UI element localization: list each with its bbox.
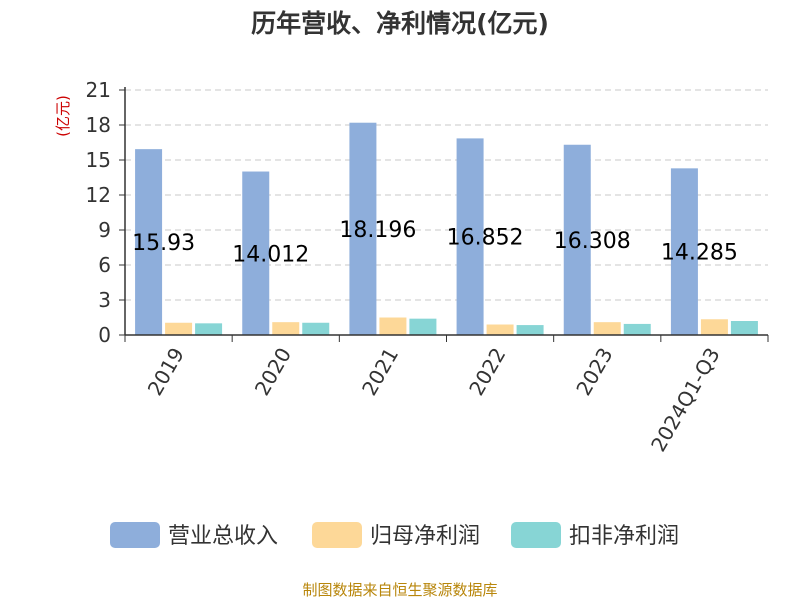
y-tick-label: 3 xyxy=(98,288,111,312)
bar-0-0 xyxy=(135,149,163,335)
x-tick-label: 2022 xyxy=(464,344,510,400)
bar-2-5 xyxy=(730,321,758,335)
bar-1-2 xyxy=(379,317,407,335)
grid-lines xyxy=(125,89,768,301)
bar-2-1 xyxy=(302,322,330,335)
x-tick-label: 2019 xyxy=(143,344,189,400)
legend-swatch xyxy=(312,522,362,548)
source-note: 制图数据来自恒生聚源数据库 xyxy=(302,581,497,599)
x-tick-label: 2021 xyxy=(357,344,403,400)
data-labels: 15.93 14.012 18.196 16.852 16.308 14.285 xyxy=(132,218,738,267)
y-tick-label: 12 xyxy=(86,183,111,207)
bar-1-3 xyxy=(486,324,514,335)
bar-0-3 xyxy=(456,138,484,335)
data-label: 16.852 xyxy=(447,226,524,251)
legend-label: 营业总收入 xyxy=(168,524,278,549)
data-label: 14.285 xyxy=(661,241,738,266)
bar-0-1 xyxy=(242,171,270,335)
bar-0-2 xyxy=(349,122,377,335)
y-tick-label: 6 xyxy=(98,253,111,277)
bar-1-1 xyxy=(272,322,300,335)
bar-0-4 xyxy=(563,144,591,335)
bar-2-2 xyxy=(409,318,437,335)
legend-swatch xyxy=(110,522,160,548)
bars xyxy=(135,122,758,335)
chart-title: 历年营收、净利情况(亿元) xyxy=(251,9,549,38)
bar-1-4 xyxy=(593,322,621,335)
bar-2-4 xyxy=(623,323,651,335)
bar-2-3 xyxy=(516,325,544,335)
x-tick-label: 2020 xyxy=(250,344,296,400)
data-label: 16.308 xyxy=(554,229,631,254)
bar-0-5 xyxy=(670,168,698,335)
y-axis-unit: (亿元) xyxy=(54,95,72,137)
legend-label: 归母净利润 xyxy=(370,524,480,549)
legend: 营业总收入 归母净利润 扣非净利润 xyxy=(110,522,679,549)
data-label: 18.196 xyxy=(339,218,416,243)
y-tick-label: 21 xyxy=(86,78,111,102)
y-tick-label: 15 xyxy=(86,148,111,172)
x-tick-labels: 2019 2020 2021 2022 2023 2024Q1-Q3 xyxy=(143,344,725,456)
data-label: 15.93 xyxy=(132,231,195,256)
y-tick-labels: 0 3 6 9 12 15 18 21 xyxy=(86,78,111,347)
x-tick-label: 2024Q1-Q3 xyxy=(646,344,725,456)
legend-label: 扣非净利润 xyxy=(569,524,679,549)
bar-2-0 xyxy=(195,323,223,335)
axes xyxy=(119,87,769,342)
data-label: 14.012 xyxy=(232,242,309,267)
bar-1-0 xyxy=(165,322,193,335)
x-tick-label: 2023 xyxy=(571,344,617,400)
legend-swatch xyxy=(511,522,561,548)
y-tick-label: 0 xyxy=(98,323,111,347)
bar-1-5 xyxy=(700,319,728,335)
y-tick-label: 18 xyxy=(86,113,111,137)
y-tick-label: 9 xyxy=(98,218,111,242)
